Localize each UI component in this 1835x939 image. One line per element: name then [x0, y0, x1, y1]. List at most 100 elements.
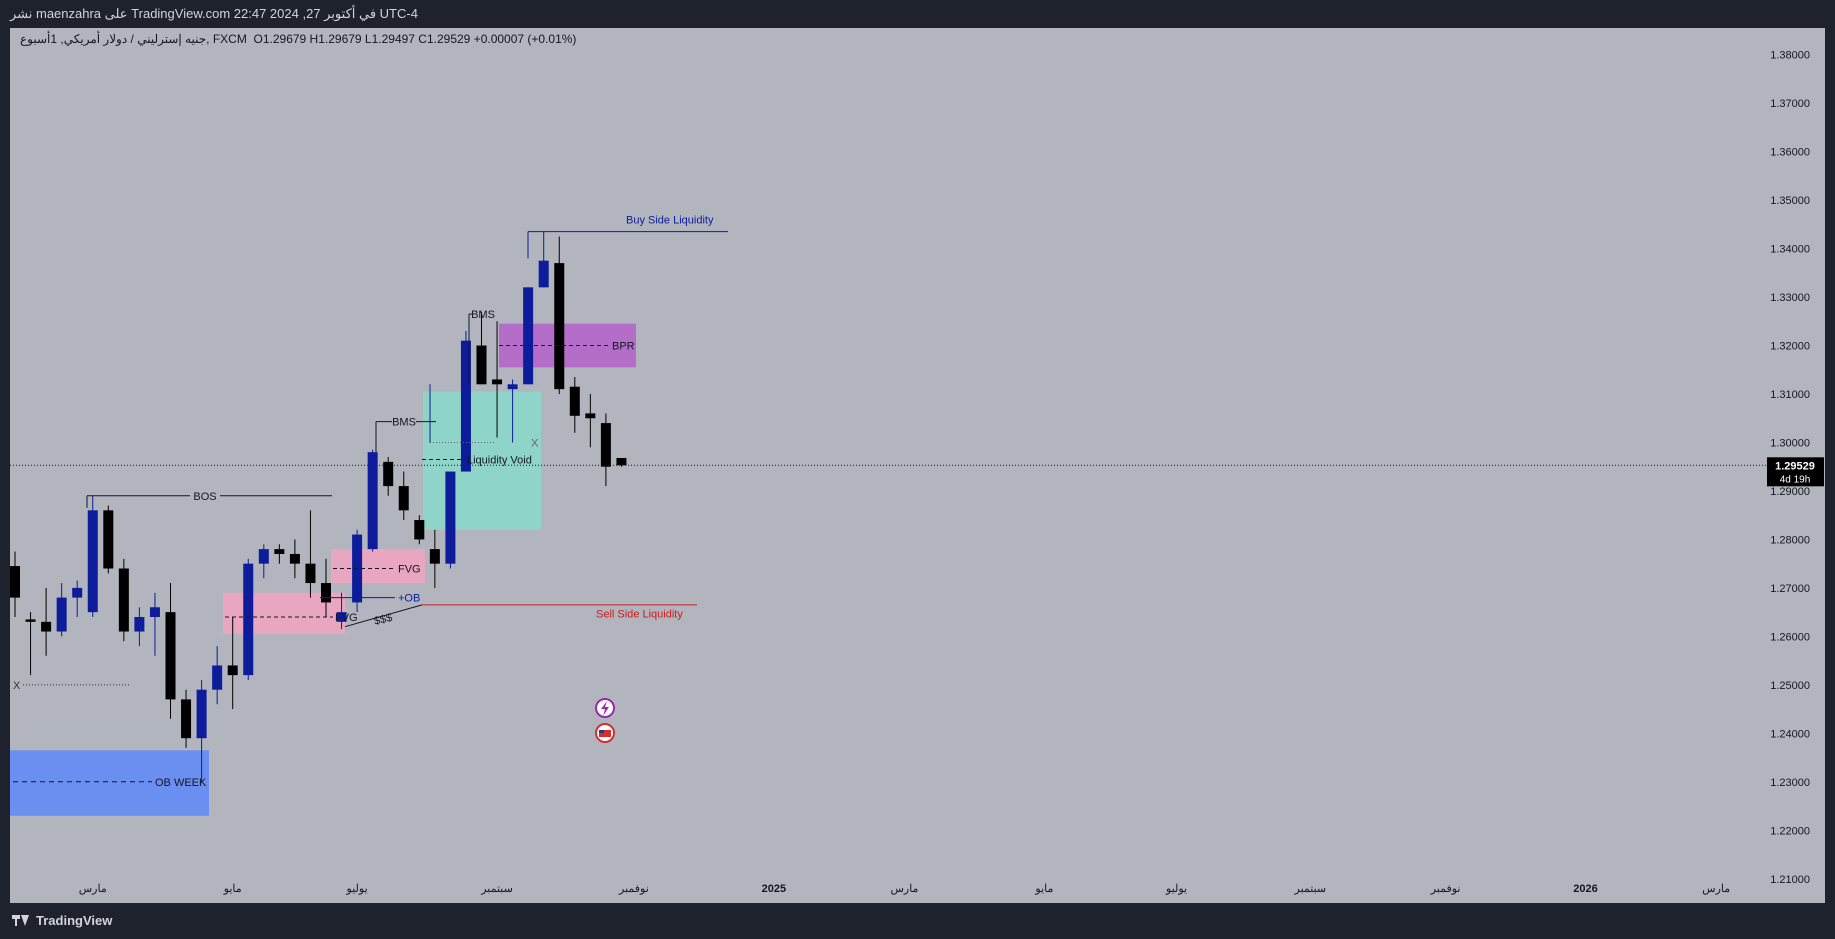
candle-body: [569, 386, 580, 416]
price-tick-label: 1.33000: [1770, 292, 1810, 304]
chart-pane[interactable]: OB WEEK X X BOS FVG FVG +OB $$$ BMS BMS Liquidity …: [10, 28, 1825, 903]
candle-body: [383, 461, 394, 487]
ohlc-values: O1.29679 H1.29679 L1.29497 C1.29529 +0.0…: [253, 32, 577, 46]
candle-body: [258, 549, 269, 564]
candle-body: [103, 510, 114, 569]
candle-body: [41, 621, 52, 632]
time-tick-label: نوفمبر: [1430, 883, 1461, 895]
liquidity-void-zone: [423, 391, 541, 530]
price-tick-label: 1.22000: [1770, 825, 1810, 837]
candle-body: [87, 510, 98, 613]
candle-body: [336, 612, 347, 622]
x-label-2: X: [531, 437, 539, 449]
candle-body: [460, 340, 471, 472]
price-tick-label: 1.21000: [1770, 874, 1810, 886]
price-tick-label: 1.34000: [1770, 244, 1810, 256]
chart-canvas[interactable]: OB WEEK X X BOS FVG FVG +OB $$$ BMS BMS Liquidity …: [10, 28, 1825, 903]
ob-plus-label: +OB: [398, 593, 420, 605]
candle-body: [414, 520, 425, 540]
bpr-label: BPR: [612, 341, 635, 353]
time-tick-label: سبتمبر: [1294, 883, 1327, 895]
price-tick-label: 1.25000: [1770, 680, 1810, 692]
candle-body: [289, 553, 300, 564]
price-tick-label: 1.29000: [1770, 486, 1810, 498]
time-tick-label: 2026: [1573, 883, 1597, 895]
price-tick-label: 1.35000: [1770, 195, 1810, 207]
footer-bar: TradingView: [0, 903, 1835, 939]
candle-body: [538, 260, 549, 288]
tradingview-logo-icon: [12, 915, 30, 926]
time-tick-label: يوليو: [346, 883, 368, 895]
candle-body: [429, 549, 440, 564]
price-tick-label: 1.27000: [1770, 583, 1810, 595]
candle-body: [321, 583, 331, 603]
candle-body: [507, 384, 518, 390]
candle-body: [523, 287, 534, 385]
fvg-label-2: FVG: [398, 564, 421, 576]
price-tick-label: 1.37000: [1770, 98, 1810, 110]
time-tick-label: سبتمبر: [480, 883, 513, 895]
sss-label: $$$: [373, 612, 394, 628]
candle-body: [243, 563, 254, 676]
publish-text: نشر maenzahra على TradingView.com 22:47 …: [10, 6, 418, 21]
time-tick-label: مايو: [1034, 883, 1053, 895]
candle-body: [367, 452, 378, 550]
lightning-icon: [601, 701, 609, 716]
candle-body: [600, 423, 611, 467]
time-tick-label: مارس: [79, 883, 107, 895]
price-tick-label: 1.23000: [1770, 777, 1810, 789]
bos-label: BOS: [193, 491, 216, 503]
time-tick-label: مارس: [1702, 883, 1730, 895]
candle-body: [492, 379, 503, 385]
x-label-1: X: [13, 680, 21, 692]
price-badge: [1767, 457, 1824, 487]
candle-body: [227, 665, 238, 676]
price-tick-label: 1.24000: [1770, 728, 1810, 740]
candle-body: [554, 263, 565, 390]
liquidity-void-label: Liquidity Void: [467, 454, 532, 466]
time-tick-label: نوفمبر: [618, 883, 649, 895]
candle-body: [56, 597, 67, 632]
candle-body: [616, 457, 627, 466]
candle-body: [305, 563, 316, 584]
sss-line: [344, 604, 423, 628]
bms-label-2: BMS: [471, 309, 495, 321]
candle-body: [72, 587, 83, 598]
ob-week-zone: [10, 750, 209, 816]
price-tick-label: 1.31000: [1770, 389, 1810, 401]
candle-body: [398, 486, 409, 511]
candle-body: [118, 568, 129, 632]
price-badge-countdown: 4d 19h: [1780, 474, 1811, 485]
fvg-zone-2: [331, 549, 425, 584]
candle-body: [165, 612, 176, 700]
symbol-name[interactable]: جنيه إسترليني / دولار أمريكي, 1أسبوع, FX…: [20, 32, 247, 46]
price-tick-label: 1.38000: [1770, 50, 1810, 62]
buy-side-label: Buy Side Liquidity: [626, 214, 714, 226]
bms-label-1: BMS: [392, 417, 416, 429]
fvg-label-1: FVG: [335, 612, 358, 624]
candle-body: [25, 619, 36, 622]
time-tick-label: يوليو: [1165, 883, 1187, 895]
price-tick-label: 1.28000: [1770, 534, 1810, 546]
candle-body: [212, 665, 223, 690]
candle-body: [445, 471, 456, 564]
time-tick-label: مايو: [223, 883, 242, 895]
candle-body: [134, 616, 145, 632]
candle-body: [149, 607, 160, 617]
candle-body: [274, 549, 285, 554]
time-tick-label: مارس: [890, 883, 918, 895]
ob-week-label: OB WEEK: [155, 777, 207, 789]
price-tick-label: 1.30000: [1770, 437, 1810, 449]
candle-body: [10, 566, 20, 598]
publish-bar: نشر maenzahra على TradingView.com 22:47 …: [0, 0, 1835, 28]
price-badge-value: 1.29529: [1775, 460, 1815, 472]
candle-body: [476, 345, 487, 385]
candle-body: [196, 689, 207, 739]
us-flag-canton: [599, 730, 604, 733]
sell-side-label: Sell Side Liquidity: [596, 609, 683, 621]
us-flag-icon: [599, 730, 611, 737]
symbol-legend[interactable]: جنيه إسترليني / دولار أمريكي, 1أسبوع, FX…: [20, 32, 576, 46]
price-tick-label: 1.36000: [1770, 147, 1810, 159]
candle-body: [181, 699, 192, 739]
brand[interactable]: TradingView: [12, 913, 112, 928]
